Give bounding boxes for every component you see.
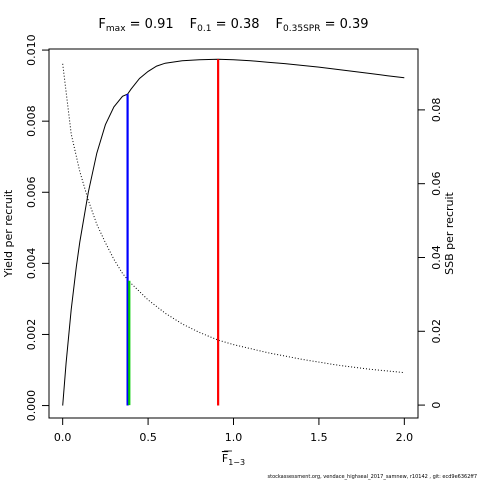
- y-axis-right-title: SSB per recruit: [443, 191, 456, 274]
- y-left-tick-label: 0.006: [25, 177, 38, 209]
- chart-title-text: Fmax = 0.91 F0.1 = 0.38 F0.35SPR = 0.39: [98, 17, 368, 34]
- x-tick-label: 0.0: [54, 431, 72, 444]
- x-tick-label: 0.5: [139, 431, 157, 444]
- y-axis-left: 0.000 0.002 0.004 0.006 0.008 0.010: [25, 34, 50, 422]
- yield-per-recruit-curve: [62, 58, 405, 406]
- footer-note: stockassessment.org, vendace_highseal_20…: [268, 474, 478, 480]
- series-group: [62, 58, 405, 406]
- x-axis: 0.0 0.5 1.0 1.5 2.0: [54, 417, 414, 444]
- y-left-tick-label: 0.008: [25, 105, 38, 136]
- y-left-tick-label: 0.002: [25, 319, 38, 351]
- y-right-tick-label: 0.02: [430, 319, 443, 344]
- x-axis-title-subscript: 1−3: [228, 458, 245, 467]
- y-axis-left-title: Yield per recruit: [2, 189, 15, 278]
- y-right-tick-label: 0.06: [430, 171, 443, 196]
- chart-title: Fmax = 0.91 F0.1 = 0.38 F0.35SPR = 0.39: [98, 17, 368, 34]
- x-axis-title-symbol: F: [222, 452, 228, 465]
- y-axis-right: 0 0.02 0.04 0.06 0.08: [417, 98, 443, 409]
- y-left-tick-label: 0.010: [25, 34, 38, 66]
- y-left-tick-label: 0.004: [25, 248, 38, 280]
- x-axis-title: F1−3: [222, 450, 245, 467]
- x-tick-label: 2.0: [396, 431, 414, 444]
- title-symbol-1: F: [190, 17, 197, 32]
- title-value-2: = 0.39: [320, 17, 368, 32]
- title-symbol-0: F: [98, 17, 105, 32]
- x-axis-title-text: F1−3: [222, 452, 245, 467]
- x-tick-label: 1.5: [310, 431, 328, 444]
- title-value-0: = 0.91: [126, 17, 174, 32]
- title-value-1: = 0.38: [211, 17, 259, 32]
- y-right-tick-label: 0: [430, 402, 443, 409]
- title-symbol-2: F: [276, 17, 283, 32]
- y-left-tick-label: 0.000: [25, 390, 38, 422]
- ssb-per-recruit-curve: [62, 63, 405, 374]
- title-subscript-1: 0.1: [197, 24, 211, 34]
- x-tick-label: 1.0: [225, 431, 243, 444]
- reference-lines: [126, 59, 220, 406]
- y-right-tick-label: 0.08: [430, 98, 443, 123]
- title-subscript-2: 0.35SPR: [283, 24, 320, 34]
- plot-frame: [48, 48, 419, 419]
- y-right-tick-label: 0.04: [430, 245, 443, 270]
- title-subscript-0: max: [106, 24, 126, 34]
